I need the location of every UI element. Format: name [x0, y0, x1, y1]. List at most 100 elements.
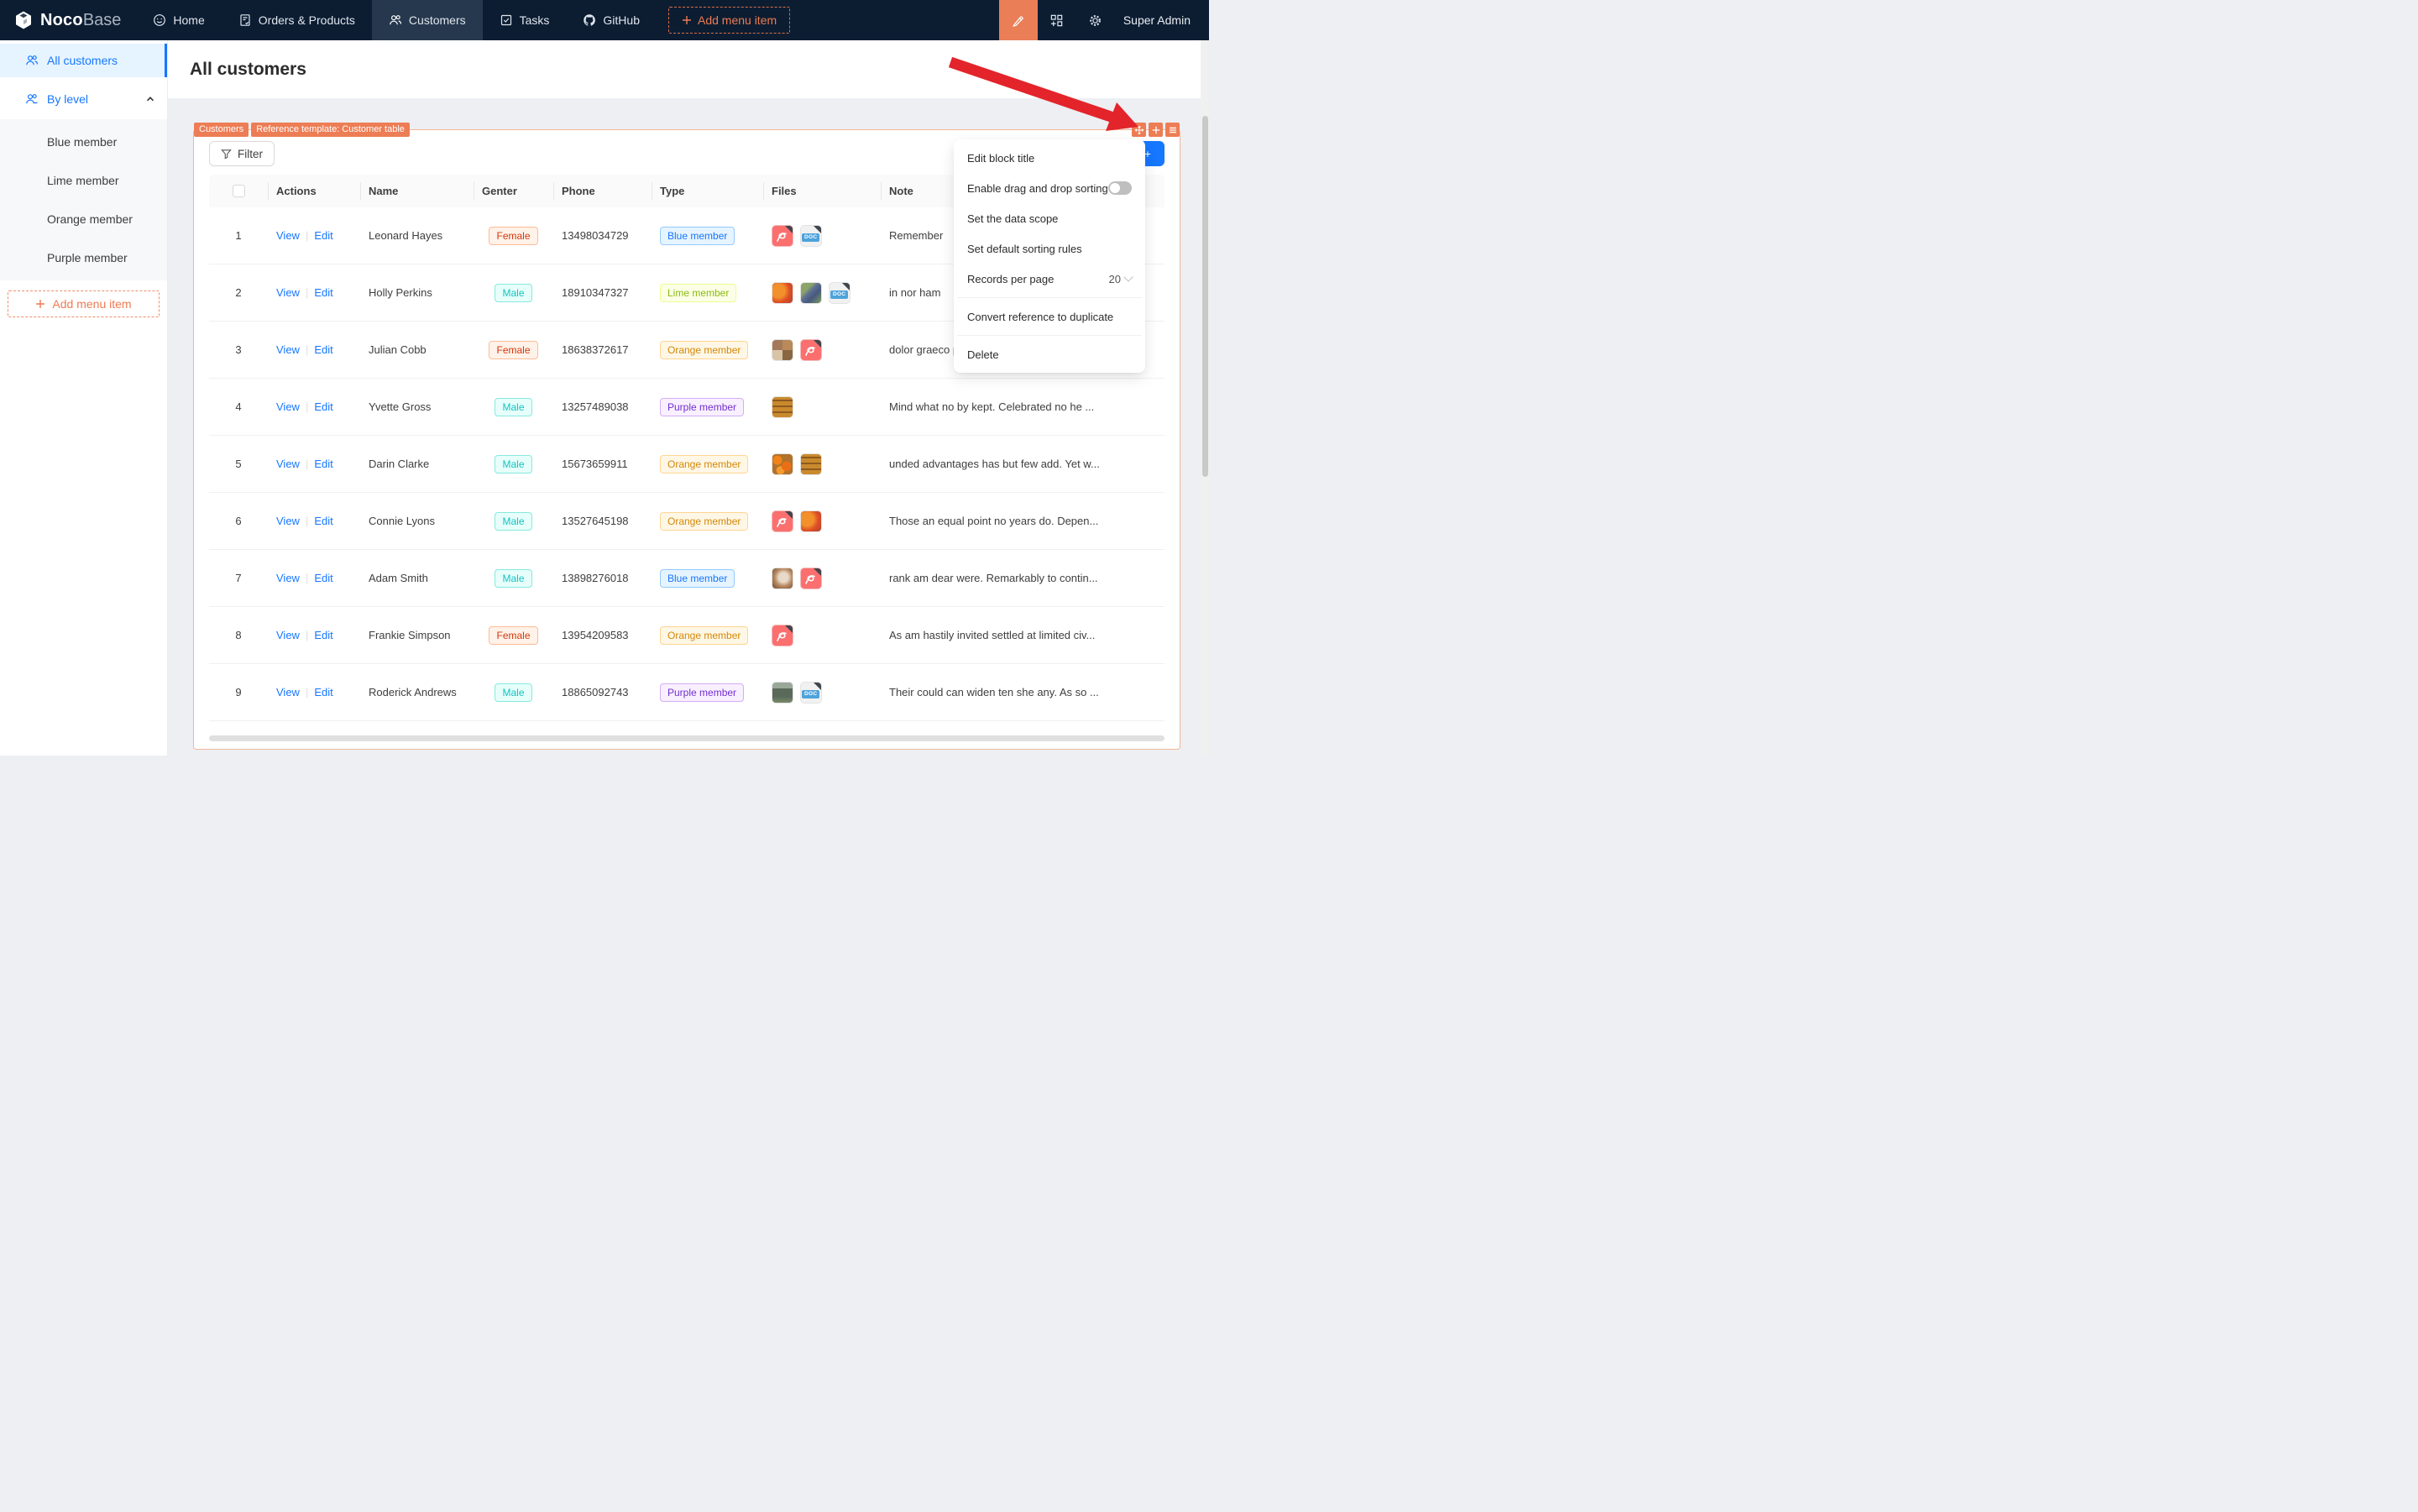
edit-link[interactable]: Edit [314, 400, 333, 413]
sidebar-item-by-level[interactable]: By level [0, 82, 167, 116]
doc-file-icon[interactable]: DOC [800, 224, 822, 247]
table-row[interactable]: 9 View | Edit Roderick Andrews Male 188650… [209, 664, 1165, 721]
pdf-file-icon[interactable] [772, 224, 793, 247]
sidebar-label: All customers [47, 54, 118, 67]
menu-item-enable-drag-sorting[interactable]: Enable drag and drop sorting [957, 173, 1142, 203]
row-name: Connie Lyons [369, 515, 436, 527]
block-designer-labels: Customers Reference template: Customer t… [194, 123, 410, 137]
nav-item-github[interactable]: GitHub [566, 0, 657, 40]
pdf-file-icon[interactable] [800, 567, 822, 589]
row-gender: Male [474, 683, 553, 702]
table-row[interactable]: 7 View | Edit Adam Smith Male 13898276018 … [209, 550, 1165, 607]
sidebar-item-blue-member[interactable]: Blue member [0, 123, 167, 161]
col-header-gender: Genter [474, 175, 553, 207]
filter-button[interactable]: Filter [209, 141, 275, 166]
page-header: All customers [168, 40, 1201, 98]
type-tag: Blue member [660, 568, 735, 588]
view-link[interactable]: View [276, 229, 300, 242]
settings-gear-button[interactable] [1076, 0, 1115, 40]
pdf-file-icon[interactable] [772, 624, 793, 646]
image-thumbnail[interactable] [772, 453, 793, 475]
doc-file-icon[interactable]: DOC [829, 281, 850, 304]
table-row[interactable]: 5 View | Edit Darin Clarke Male 1567365991… [209, 436, 1165, 493]
view-link[interactable]: View [276, 458, 300, 470]
nav-item-tasks[interactable]: Tasks [483, 0, 567, 40]
view-link[interactable]: View [276, 286, 300, 299]
edit-link[interactable]: Edit [314, 458, 333, 470]
nav-item-customers[interactable]: Customers [371, 0, 483, 40]
menu-icon[interactable] [1165, 123, 1180, 137]
image-thumbnail[interactable] [800, 453, 822, 475]
view-link[interactable]: View [276, 686, 300, 698]
plugin-grid-button[interactable] [1038, 0, 1076, 40]
image-thumbnail[interactable] [772, 281, 793, 304]
image-thumbnail[interactable] [772, 395, 793, 418]
vertical-scrollbar[interactable] [1201, 40, 1209, 756]
select-all-checkbox[interactable] [232, 185, 245, 197]
view-link[interactable]: View [276, 400, 300, 413]
menu-item-convert-reference[interactable]: Convert reference to duplicate [957, 301, 1142, 332]
row-type: Lime member [652, 283, 763, 302]
sidebar-item-lime-member[interactable]: Lime member [0, 161, 167, 200]
edit-link[interactable]: Edit [314, 572, 333, 584]
sidebar-item-orange-member[interactable]: Orange member [0, 200, 167, 238]
row-name: Frankie Simpson [369, 629, 451, 641]
sidebar-label: By level [47, 92, 89, 106]
drag-sorting-toggle[interactable] [1108, 181, 1132, 195]
pdf-file-icon[interactable] [800, 338, 822, 361]
brand-logo[interactable]: NocoBase [0, 0, 136, 40]
image-thumbnail[interactable] [772, 567, 793, 589]
table-body: 1 View | Edit Leonard Hayes Female 1349803… [209, 207, 1165, 721]
collection-label: Customers [194, 123, 249, 137]
row-index: 1 [235, 229, 242, 242]
table-row[interactable]: 8 View | Edit Frankie Simpson Female 13954… [209, 607, 1165, 664]
edit-link[interactable]: Edit [314, 343, 333, 356]
image-thumbnail[interactable] [800, 281, 822, 304]
horizontal-scrollbar[interactable] [209, 735, 1165, 741]
image-thumbnail[interactable] [800, 510, 822, 532]
row-type: Blue member [652, 226, 763, 245]
table-row[interactable]: 6 View | Edit Connie Lyons Male 1352764519… [209, 493, 1165, 550]
sidebar-label: Purple member [47, 251, 128, 264]
menu-item-records-per-page[interactable]: Records per page 20 [957, 264, 1142, 294]
nav-item-home[interactable]: Home [136, 0, 221, 40]
doc-file-icon[interactable]: DOC [800, 681, 822, 704]
row-files [763, 338, 881, 361]
edit-link[interactable]: Edit [314, 686, 333, 698]
pdf-file-icon[interactable] [772, 510, 793, 532]
ui-editor-pen-button[interactable] [998, 0, 1038, 40]
menu-item-delete[interactable]: Delete [957, 339, 1142, 369]
row-name: Yvette Gross [369, 400, 432, 413]
sidebar-item-all-customers[interactable]: All customers [0, 44, 167, 77]
file-list [772, 338, 881, 361]
menu-item-set-sorting-rules[interactable]: Set default sorting rules [957, 233, 1142, 264]
row-files [763, 395, 881, 418]
menu-item-edit-block-title[interactable]: Edit block title [957, 143, 1142, 173]
sidebar-add-menu-item-button[interactable]: Add menu item [8, 290, 160, 317]
menu-item-set-data-scope[interactable]: Set the data scope [957, 203, 1142, 233]
image-thumbnail[interactable] [772, 338, 793, 361]
view-link[interactable]: View [276, 572, 300, 584]
drag-icon[interactable] [1132, 123, 1146, 137]
team-level-icon [25, 92, 39, 106]
row-note: unded advantages has but few add. Yet w.… [889, 458, 1100, 470]
plus-label: + [1144, 147, 1151, 160]
view-link[interactable]: View [276, 629, 300, 641]
edit-link[interactable]: Edit [314, 286, 333, 299]
row-phone: 15673659911 [562, 458, 628, 470]
nav-item-orders-products[interactable]: Orders & Products [222, 0, 372, 40]
edit-link[interactable]: Edit [314, 629, 333, 641]
edit-link[interactable]: Edit [314, 229, 333, 242]
view-link[interactable]: View [276, 515, 300, 527]
sidebar-item-purple-member[interactable]: Purple member [0, 238, 167, 277]
navbar-add-menu-item-button[interactable]: Add menu item [667, 7, 791, 34]
plus-icon[interactable] [1149, 123, 1163, 137]
image-thumbnail[interactable] [772, 681, 793, 704]
grid-plus-icon [1051, 14, 1063, 26]
view-link[interactable]: View [276, 343, 300, 356]
user-menu[interactable]: Super Admin [1115, 0, 1209, 40]
edit-link[interactable]: Edit [314, 515, 333, 527]
scrollbar-thumb[interactable] [1201, 116, 1208, 477]
table-row[interactable]: 4 View | Edit Yvette Gross Male 1325748903… [209, 379, 1165, 436]
row-index: 5 [235, 458, 242, 470]
